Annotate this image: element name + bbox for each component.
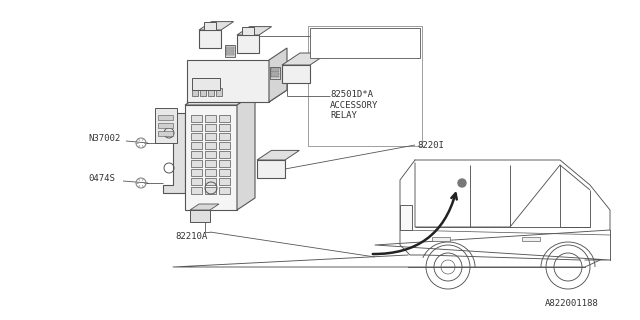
Text: N37002: N37002 xyxy=(88,133,120,142)
Bar xyxy=(199,30,221,48)
Text: A822001188: A822001188 xyxy=(545,299,599,308)
Polygon shape xyxy=(199,22,234,30)
Text: 82501D*A: 82501D*A xyxy=(330,90,373,99)
Bar xyxy=(522,237,540,241)
Bar xyxy=(192,78,220,90)
Bar xyxy=(271,73,279,75)
Polygon shape xyxy=(237,93,255,210)
Bar xyxy=(158,123,173,128)
Bar xyxy=(205,187,216,194)
Bar xyxy=(191,151,202,158)
Bar xyxy=(242,27,254,35)
Bar xyxy=(219,187,230,194)
Bar xyxy=(187,60,269,102)
Polygon shape xyxy=(185,93,255,105)
Bar xyxy=(270,67,280,79)
Text: 8220I: 8220I xyxy=(417,141,444,150)
Bar xyxy=(216,88,222,96)
Bar xyxy=(225,45,235,57)
Bar xyxy=(257,160,285,178)
Bar xyxy=(205,169,216,176)
Bar xyxy=(191,133,202,140)
Bar xyxy=(271,68,279,70)
Bar xyxy=(308,26,422,146)
Bar xyxy=(310,28,420,58)
Circle shape xyxy=(458,179,466,187)
Polygon shape xyxy=(282,53,328,65)
Bar xyxy=(205,142,216,149)
Bar xyxy=(191,115,202,122)
Bar xyxy=(190,210,210,222)
Bar xyxy=(191,142,202,149)
Bar xyxy=(205,124,216,131)
Text: RELAY: RELAY xyxy=(330,111,357,120)
Bar xyxy=(192,88,198,96)
Bar xyxy=(204,22,216,30)
Bar xyxy=(226,47,234,49)
Bar xyxy=(200,88,206,96)
Polygon shape xyxy=(187,90,287,102)
Bar xyxy=(208,88,214,96)
Bar xyxy=(191,124,202,131)
Bar xyxy=(205,133,216,140)
Polygon shape xyxy=(163,113,185,193)
Bar xyxy=(226,53,234,55)
Bar xyxy=(219,178,230,185)
Bar xyxy=(219,151,230,158)
Bar xyxy=(158,131,173,136)
Bar xyxy=(205,178,216,185)
Bar xyxy=(219,160,230,167)
Text: ACCESSORY: ACCESSORY xyxy=(330,101,378,110)
Text: IGNITION RELAY 2: IGNITION RELAY 2 xyxy=(313,42,399,51)
Bar xyxy=(237,35,259,53)
Bar xyxy=(205,115,216,122)
Bar xyxy=(205,151,216,158)
Bar xyxy=(226,50,234,52)
Bar xyxy=(191,187,202,194)
Bar xyxy=(191,178,202,185)
Bar xyxy=(185,105,237,210)
Bar xyxy=(219,133,230,140)
Bar xyxy=(219,124,230,131)
Polygon shape xyxy=(269,48,287,102)
Bar xyxy=(271,70,279,72)
Polygon shape xyxy=(257,150,300,160)
Bar xyxy=(205,160,216,167)
Polygon shape xyxy=(237,27,271,35)
Bar xyxy=(432,237,450,241)
Bar xyxy=(191,169,202,176)
Bar xyxy=(219,169,230,176)
Text: 0474S: 0474S xyxy=(88,173,115,182)
Bar xyxy=(282,65,310,83)
Bar xyxy=(158,115,173,120)
Bar xyxy=(400,205,412,230)
Polygon shape xyxy=(190,204,219,210)
Bar xyxy=(271,76,279,77)
Text: 82210A: 82210A xyxy=(175,232,207,241)
Polygon shape xyxy=(155,108,177,143)
Text: 82501D*A: 82501D*A xyxy=(313,31,356,40)
Bar xyxy=(219,142,230,149)
Bar xyxy=(219,115,230,122)
Bar xyxy=(191,160,202,167)
